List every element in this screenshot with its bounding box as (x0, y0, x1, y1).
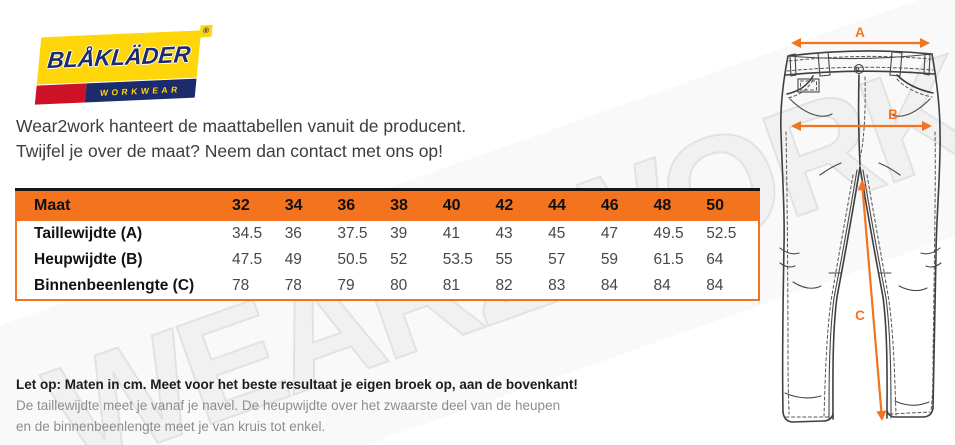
size-col-header: 36 (337, 191, 391, 221)
pants-drawing: A B C (779, 25, 942, 423)
intro-line-1: Wear2work hanteert de maattabellen vanui… (16, 116, 467, 136)
table-row-inseam: Binnenbeenlengte (C) 78 78 79 80 81 82 8… (16, 273, 759, 300)
pants-diagram: A B C (765, 20, 955, 445)
cell: 80 (390, 273, 443, 300)
size-table: Maat 32 34 36 38 40 42 44 46 48 50 (15, 191, 760, 301)
note-line-2: De taillewijdte meet je vanaf je navel. … (16, 398, 561, 414)
size-col-header: 38 (390, 191, 443, 221)
cell: 36 (284, 221, 338, 247)
cell: 84 (706, 273, 759, 300)
cell: 81 (442, 273, 496, 300)
brand-tagline: WORKWEAR (99, 83, 182, 98)
cell: 52 (390, 247, 443, 273)
cell: 47 (600, 221, 654, 247)
table-row-waist: Taillewijdte (A) 34.5 36 37.5 39 41 43 4… (16, 221, 759, 247)
brand-stripe-red (34, 83, 87, 105)
cell: 64 (706, 247, 759, 273)
size-col-header: 44 (548, 191, 601, 221)
size-col-header: 42 (495, 191, 549, 221)
size-col-header: 40 (442, 191, 496, 221)
note-bold-line: Let op: Maten in cm. Meet voor het beste… (16, 377, 578, 392)
cell: 37.5 (337, 221, 391, 247)
size-table-header-label: Maat (16, 191, 232, 221)
intro-line-2: Twijfel je over de maat? Neem dan contac… (16, 140, 444, 161)
cell: 34.5 (232, 221, 285, 247)
cell: 82 (495, 273, 549, 300)
registered-trademark-icon: ® (199, 24, 213, 38)
cell: 57 (548, 247, 601, 273)
cell: 55 (495, 247, 549, 273)
inseam-arrow (857, 179, 887, 422)
waist-label: A (855, 25, 865, 40)
cell: 49.5 (653, 221, 707, 247)
size-table-container: Maat 32 34 36 38 40 42 44 46 48 50 (15, 188, 760, 301)
cell: 83 (548, 273, 601, 300)
cell: 41 (442, 221, 496, 247)
brand-name: BLÅKLÄDER (46, 40, 192, 74)
cell: 45 (548, 221, 601, 247)
cell: 47.5 (232, 247, 285, 273)
size-table-header-row: Maat 32 34 36 38 40 42 44 46 48 50 (16, 191, 759, 221)
cell: 78 (232, 273, 285, 300)
brand-stripe-navy: WORKWEAR (84, 78, 197, 103)
row-label: Binnenbeenlengte (C) (16, 273, 232, 300)
brand-logo: BLÅKLÄDER ® WORKWEAR (34, 24, 213, 105)
cell: 59 (600, 247, 654, 273)
size-col-header: 32 (232, 191, 285, 221)
cell: 39 (390, 221, 443, 247)
cell: 79 (337, 273, 391, 300)
size-col-header: 46 (600, 191, 654, 221)
cell: 43 (495, 221, 549, 247)
row-label: Heupwijdte (B) (16, 247, 232, 273)
size-col-header: 50 (706, 191, 759, 221)
note-line-3: en de binnenbeenlengte meet je van kruis… (16, 419, 326, 435)
cell: 49 (284, 247, 338, 273)
cell: 61.5 (653, 247, 707, 273)
measurement-note: Let op: Maten in cm. Meet voor het beste… (16, 374, 578, 437)
brand-logo-plate: BLÅKLÄDER ® (36, 24, 213, 85)
size-col-header: 48 (653, 191, 707, 221)
inseam-label: C (855, 308, 865, 323)
intro-text: Wear2work hanteert de maattabellen vanui… (16, 114, 466, 164)
cell: 53.5 (442, 247, 496, 273)
cell: 78 (284, 273, 338, 300)
cell: 52.5 (706, 221, 759, 247)
row-label: Taillewijdte (A) (16, 221, 232, 247)
cell: 84 (653, 273, 707, 300)
size-col-header: 34 (284, 191, 338, 221)
cell: 84 (600, 273, 654, 300)
cell: 50.5 (337, 247, 391, 273)
hip-label: B (888, 107, 898, 122)
table-row-hip: Heupwijdte (B) 47.5 49 50.5 52 53.5 55 5… (16, 247, 759, 273)
